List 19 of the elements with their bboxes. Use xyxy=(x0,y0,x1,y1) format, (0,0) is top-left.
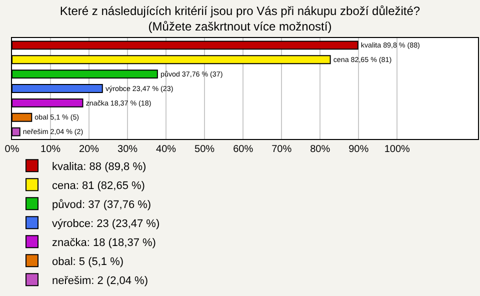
legend-label: obal: 5 (5,1 %) xyxy=(52,256,124,268)
legend-label: výrobce: 23 (23,47 %) xyxy=(52,218,160,230)
chart-title: Které z následujících kritérií jsou pro Vás při nákupu zboží důležité? (Můžete zaškrtnout více možností) xyxy=(60,4,420,34)
x-tick-label: 70% xyxy=(272,144,292,155)
x-tick-label: 40% xyxy=(156,144,176,155)
x-tick-label: 90% xyxy=(348,144,369,155)
x-tick-label: 50% xyxy=(194,144,215,155)
x-tick-label: 10% xyxy=(40,144,61,155)
x-tick-label: 30% xyxy=(118,144,138,155)
x-tick-label: 80% xyxy=(310,144,330,155)
x-tick-label: 20% xyxy=(79,144,100,155)
legend-label: neřešim: 2 (2,04 %) xyxy=(52,274,148,287)
legend-label: značka: 18 (18,37 %) xyxy=(52,236,156,249)
legend-label: cena: 81 (82,65 %) xyxy=(52,180,145,192)
legend-label: kvalita: 88 (89,8 %) xyxy=(52,160,146,173)
x-tick-label: 100% xyxy=(384,144,410,155)
x-tick-label: 60% xyxy=(233,144,254,155)
x-tick-label: 0% xyxy=(4,144,20,155)
legend-label: původ: 37 (37,76 %) xyxy=(52,198,152,211)
